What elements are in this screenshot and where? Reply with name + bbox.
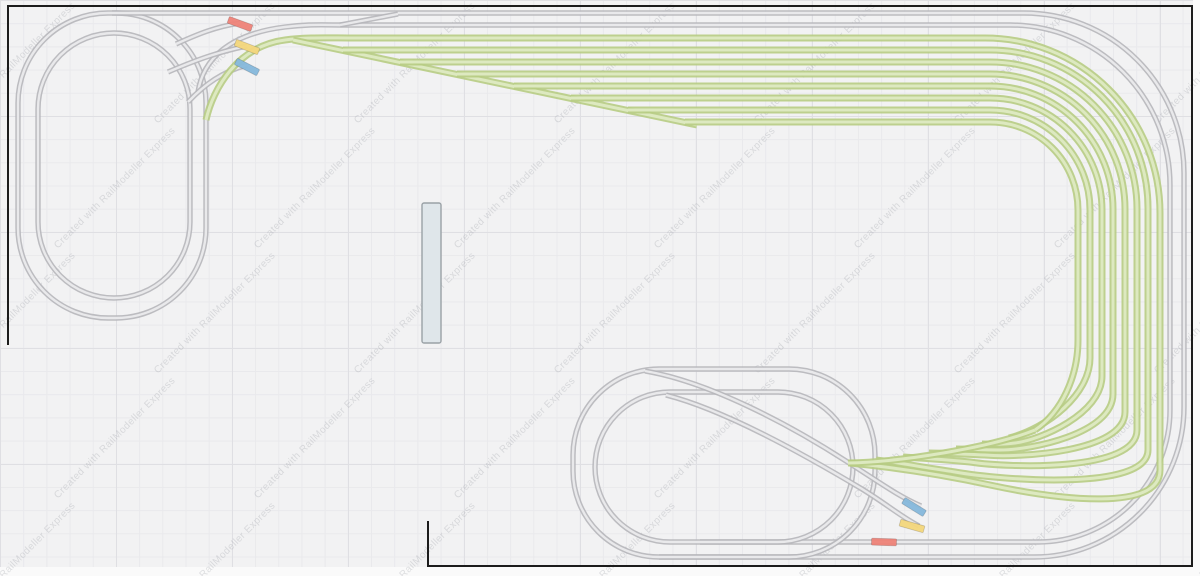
yard-lead-track-1[interactable]	[202, 34, 1164, 503]
baseboard-outline	[7, 5, 1193, 567]
tl-oval-inner[interactable]	[35, 30, 193, 301]
yard-track-2[interactable]	[343, 46, 1152, 484]
mainline-inner[interactable]	[195, 22, 1173, 545]
end-marker-blue-bottomright[interactable]	[901, 497, 927, 517]
end-marker-red-bottomright[interactable]	[871, 537, 897, 547]
feeder-red-topleft[interactable]	[174, 20, 241, 47]
feeder-yellow-topleft[interactable]	[166, 43, 248, 75]
yard-exit-collector[interactable]	[847, 426, 1037, 467]
end-marker-layer	[226, 16, 927, 547]
yard-track-4[interactable]	[457, 70, 1129, 460]
station-platform[interactable]	[421, 202, 442, 344]
crossover-top[interactable]	[339, 11, 399, 28]
yard-track-5[interactable]	[514, 82, 1117, 454]
br-oval-inner[interactable]	[592, 389, 856, 545]
tl-oval-outer[interactable]	[15, 10, 209, 321]
end-marker-yellow-topleft[interactable]	[233, 39, 261, 55]
yard-track-3[interactable]	[400, 58, 1141, 470]
br-oval-outer[interactable]	[570, 366, 878, 560]
yard-track-layer	[202, 34, 1164, 503]
end-marker-yellow-bottomright[interactable]	[898, 519, 926, 533]
yard-track-6[interactable]	[571, 94, 1106, 448]
end-marker-red-topleft[interactable]	[226, 16, 254, 32]
yard-track-7[interactable]	[628, 106, 1094, 442]
end-marker-blue-topleft[interactable]	[234, 58, 260, 76]
mainline-outer[interactable]	[112, 10, 1187, 560]
yard-track-8[interactable]	[685, 118, 1082, 433]
junction-diag-blue[interactable]	[644, 368, 923, 509]
junction-diag-yellow[interactable]	[665, 392, 921, 529]
